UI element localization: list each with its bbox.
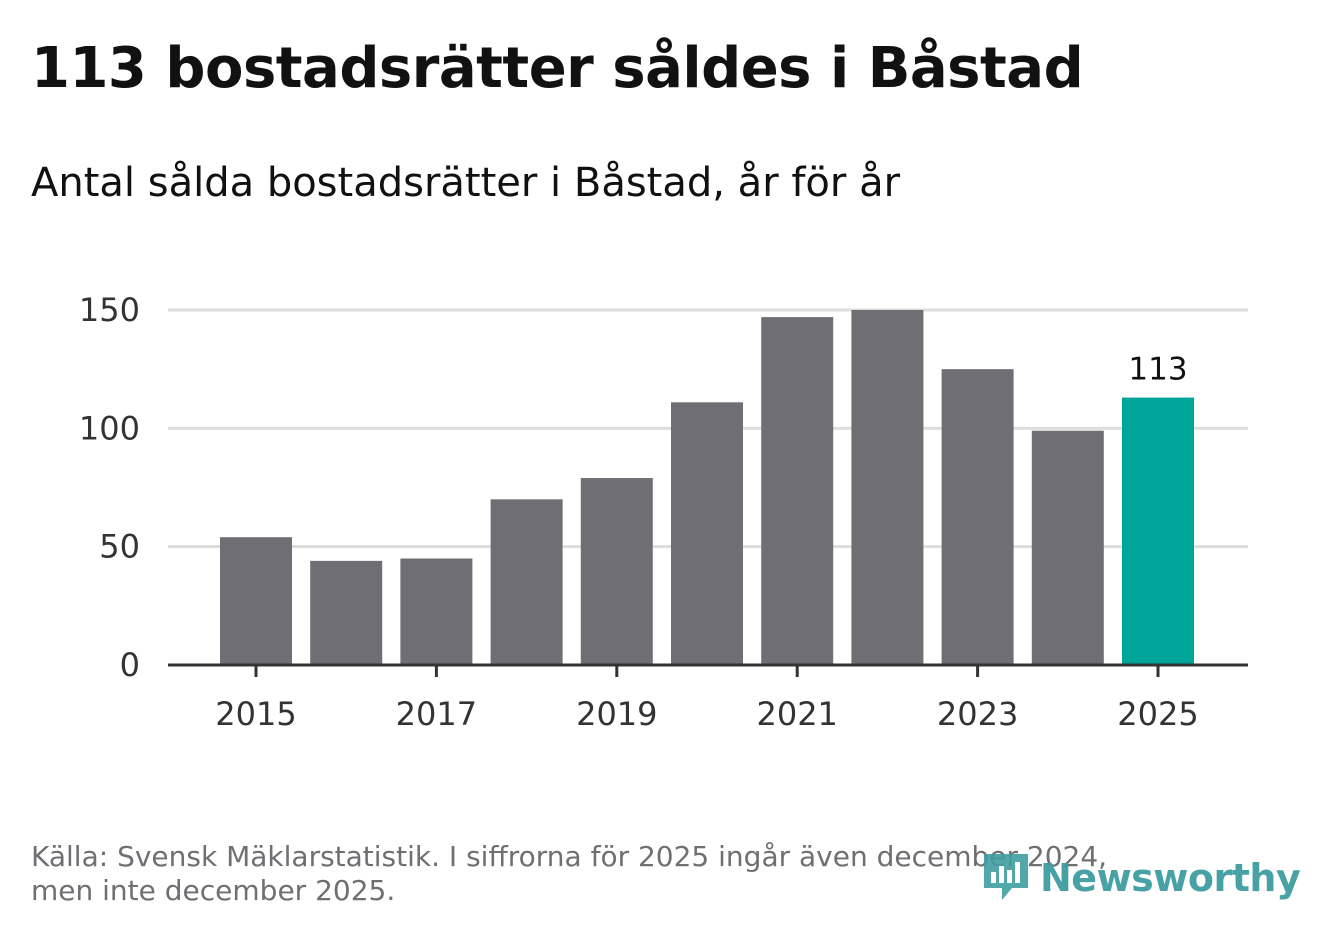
source-note: Källa: Svensk Mäklarstatistik. I siffror… <box>31 840 1231 908</box>
y-tick-label: 50 <box>99 528 140 566</box>
y-axis-ticks: 0 50 100 150 <box>79 291 140 684</box>
x-tick-label: 2015 <box>215 695 296 733</box>
x-tick-label: 2021 <box>756 695 837 733</box>
bar-2021 <box>761 317 834 665</box>
x-tick-label: 2025 <box>1117 695 1198 733</box>
bar-2016 <box>310 560 383 665</box>
x-tick-label: 2019 <box>576 695 657 733</box>
y-tick-label: 0 <box>120 646 140 684</box>
bar-2017 <box>400 558 473 665</box>
bars <box>220 310 1194 665</box>
x-axis: 2015 2017 2019 2021 2023 2025 <box>168 663 1248 733</box>
logo-text: Newsworthy <box>1040 856 1301 900</box>
bar-2019 <box>580 478 653 665</box>
chart-title: 113 bostadsrätter såldes i Båstad <box>31 36 1084 101</box>
data-label-highlight: 113 <box>1128 352 1187 388</box>
data-labels: 113 <box>1128 352 1187 388</box>
newsworthy-logo[interactable]: Newsworthy <box>980 848 1301 908</box>
bar-highlight-2025 <box>1122 397 1194 665</box>
bar-2022 <box>851 310 924 665</box>
y-tick-label: 100 <box>79 409 140 447</box>
x-tick-label: 2017 <box>396 695 477 733</box>
bar-2015 <box>220 537 292 665</box>
bar-2018 <box>490 499 563 665</box>
source-line-2: men inte december 2025. <box>31 874 396 907</box>
bar-chart-speech-bubble-icon <box>984 854 1028 900</box>
source-line-1: Källa: Svensk Mäklarstatistik. I siffror… <box>31 840 1108 873</box>
bar-2023 <box>941 369 1014 665</box>
x-tick-label: 2023 <box>937 695 1018 733</box>
bar-2024 <box>1031 430 1104 665</box>
chart-subtitle: Antal sålda bostadsrätter i Båstad, år f… <box>31 160 901 206</box>
y-tick-label: 150 <box>79 291 140 329</box>
bar-2020 <box>671 402 743 665</box>
